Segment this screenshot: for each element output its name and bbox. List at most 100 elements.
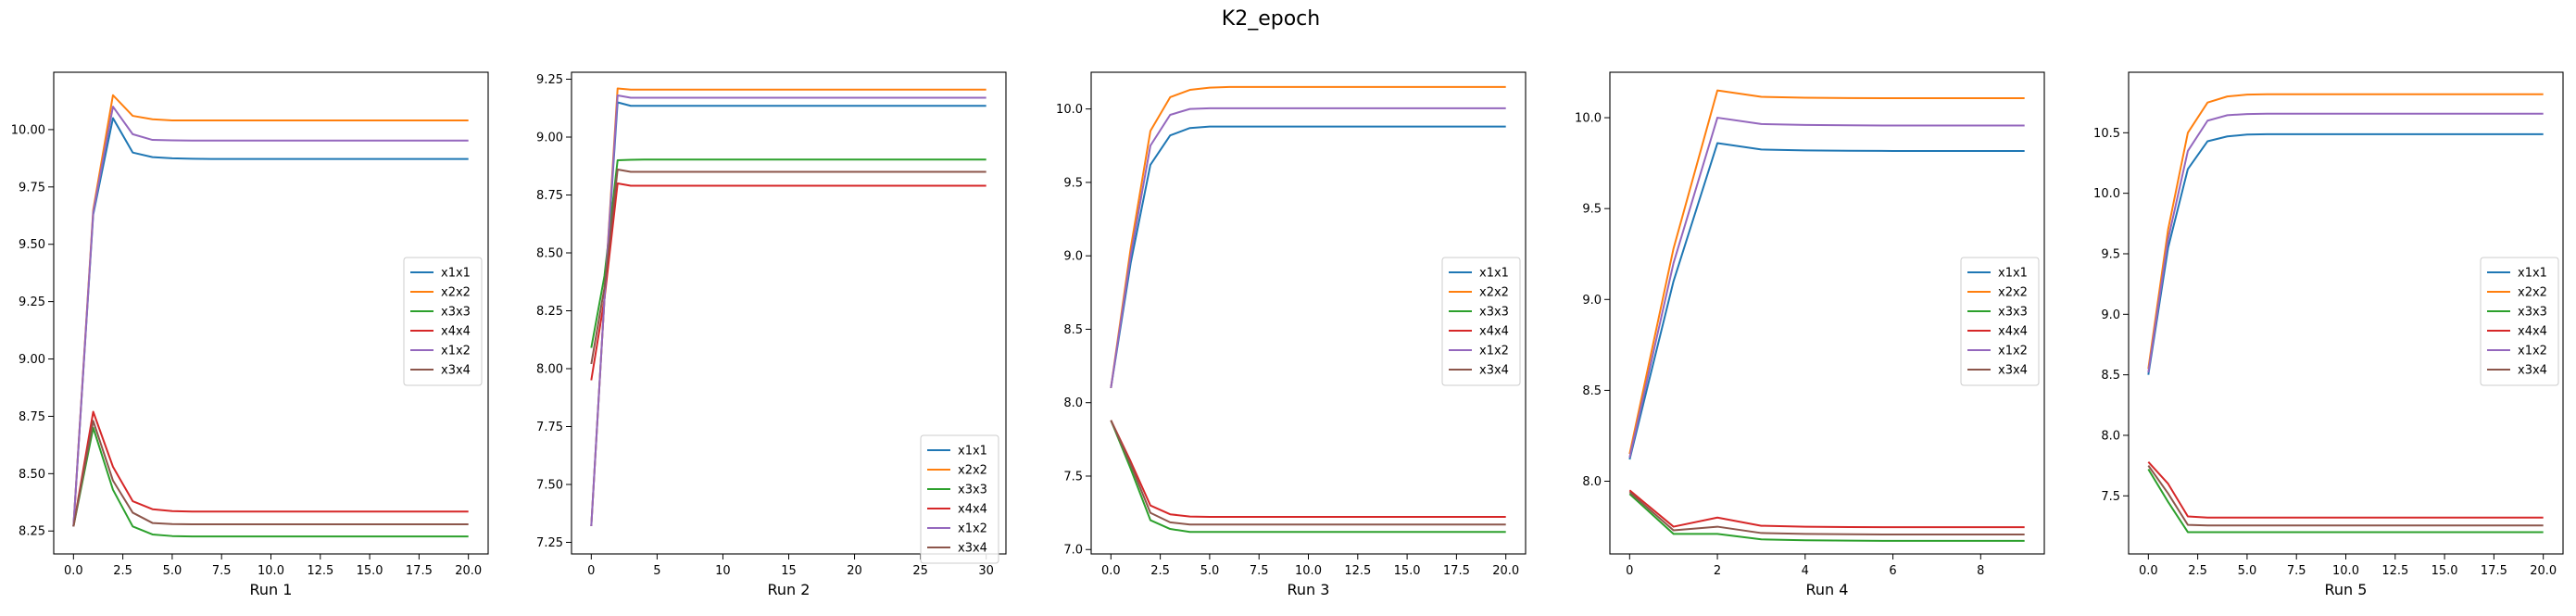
- y-tick-label: 8.50: [19, 468, 45, 482]
- x-tick-label: 12.5: [307, 564, 333, 578]
- y-tick-label: 9.50: [19, 238, 45, 252]
- legend-label-x3x4: x3x4: [441, 364, 471, 378]
- legend: x1x1 x2x2 x3x3 x4x4 x1x2 x3x4: [403, 257, 483, 386]
- x-axis-label: Run 5: [2325, 581, 2368, 598]
- x-tick-label: 7.5: [2287, 564, 2306, 578]
- x-tick-label: 20: [847, 564, 862, 578]
- legend-label-x1x1: x1x1: [1479, 267, 1509, 281]
- x-tick-label: 7.5: [212, 564, 232, 578]
- y-tick-label: 8.5: [1063, 323, 1083, 337]
- x-axis-label: Run 4: [1806, 581, 1849, 598]
- x-tick-label: 0: [1626, 564, 1633, 578]
- x-tick-label: 10.0: [258, 564, 284, 578]
- y-tick-label: 9.0: [1063, 250, 1083, 264]
- y-tick-label: 9.25: [19, 295, 45, 309]
- y-tick-label: 8.25: [536, 305, 563, 319]
- legend-label-x2x2: x2x2: [958, 464, 987, 478]
- legend-label-x3x3: x3x3: [958, 484, 987, 497]
- legend: x1x1 x2x2 x3x3 x4x4 x1x2 x3x4: [2480, 257, 2559, 386]
- y-tick-label: 8.75: [536, 189, 563, 203]
- x-tick-label: 2.5: [1150, 564, 1170, 578]
- chart-panel-2: 0 5 10 15 20 25 30 7.25 7.50 7.75 8.00 8.25 8.50 8.75…: [536, 71, 1007, 598]
- legend-label-x1x1: x1x1: [441, 267, 471, 281]
- x-tick-label: 7.5: [1250, 564, 1269, 578]
- x-tick-label: 15.0: [357, 564, 383, 578]
- series-line-x2x2: [72, 94, 469, 527]
- legend-label-x4x4: x4x4: [1479, 325, 1509, 339]
- legend-label-x2x2: x2x2: [1479, 286, 1509, 300]
- legend-label-x4x4: x4x4: [1998, 325, 2028, 339]
- x-axis-label: Run 2: [768, 581, 810, 598]
- chart-panel-1: 0.0 2.5 5.0 7.5 10.0 12.5 15.0 17.5 20.0 8.25 8.50…: [11, 71, 489, 598]
- y-tick-label: 9.00: [19, 353, 45, 367]
- series-line-x1x2: [72, 106, 469, 527]
- series-line-x1x2: [1110, 107, 1506, 388]
- y-tick-label: 8.0: [1582, 475, 1602, 489]
- series-line-x1x1: [72, 117, 469, 527]
- legend-label-x4x4: x4x4: [2518, 325, 2547, 339]
- legend-label-x1x2: x1x2: [1998, 345, 2028, 358]
- y-tick-label: 9.0: [2101, 308, 2120, 322]
- series-line-x3x3: [1628, 493, 2025, 542]
- x-tick-label: 25: [912, 564, 928, 578]
- legend-box: [2480, 257, 2559, 386]
- legend-label-x3x3: x3x3: [441, 306, 471, 320]
- x-tick-label: 12.5: [1344, 564, 1371, 578]
- chart-panel-5: 0.0 2.5 5.0 7.5 10.0 12.5 15.0 17.5 20.0 7.5 8.0 8.…: [2093, 71, 2564, 598]
- x-axis-label: Run 1: [250, 581, 293, 598]
- series-line-x3x4: [2147, 465, 2544, 527]
- y-tick-label: 9.5: [1063, 176, 1083, 190]
- legend-label-x1x2: x1x2: [1479, 345, 1509, 358]
- legend-label-x4x4: x4x4: [441, 325, 471, 339]
- series-line-x2x2: [1110, 85, 1506, 388]
- series-line-x3x4: [1628, 491, 2025, 535]
- x-tick-label: 5: [653, 564, 660, 578]
- legend-label-x1x2: x1x2: [958, 522, 987, 536]
- y-tick-label: 9.5: [1582, 203, 1602, 217]
- x-tick-label: 0: [587, 564, 595, 578]
- y-tick-label: 7.5: [2101, 490, 2120, 504]
- x-tick-label: 2.5: [2188, 564, 2207, 578]
- series-line-x1x2: [590, 94, 986, 527]
- y-tick-label: 8.75: [19, 410, 45, 424]
- y-tick-label: 10.00: [11, 123, 45, 137]
- x-tick-label: 0.0: [2139, 564, 2158, 578]
- y-tick-label: 7.75: [536, 421, 563, 434]
- y-tick-label: 7.50: [536, 479, 563, 493]
- series-line-x1x1: [590, 101, 986, 527]
- x-tick-label: 4: [1802, 564, 1809, 578]
- series-line-x4x4: [1628, 489, 2025, 529]
- series-line-x2x2: [2147, 93, 2544, 370]
- legend-label-x3x3: x3x3: [1998, 306, 2028, 320]
- x-tick-label: 6: [1889, 564, 1896, 578]
- series-line-x2x2: [590, 87, 986, 527]
- x-tick-label: 17.5: [1443, 564, 1470, 578]
- y-tick-label: 9.75: [19, 181, 45, 195]
- legend-box: [920, 434, 999, 564]
- x-tick-label: 8: [1977, 564, 1984, 578]
- series-line-x1x2: [1628, 117, 2025, 459]
- y-tick-label: 7.0: [1063, 544, 1083, 558]
- x-tick-label: 20.0: [2530, 564, 2557, 578]
- x-tick-label: 5.0: [2238, 564, 2257, 578]
- x-tick-label: 20.0: [455, 564, 482, 578]
- series-line-x1x2: [2147, 112, 2544, 373]
- legend-label-x3x3: x3x3: [2518, 306, 2547, 320]
- legend-label-x3x4: x3x4: [958, 542, 987, 556]
- y-tick-label: 10.0: [2093, 187, 2120, 201]
- series-line-x3x3: [72, 426, 469, 538]
- x-tick-label: 0.0: [64, 564, 83, 578]
- legend-label-x3x3: x3x3: [1479, 306, 1509, 320]
- series-line-x1x1: [2147, 132, 2544, 375]
- series-line-x3x4: [590, 169, 986, 365]
- x-tick-label: 17.5: [2481, 564, 2507, 578]
- series-line-x4x4: [2147, 461, 2544, 519]
- x-tick-label: 0.0: [1101, 564, 1121, 578]
- legend-box: [403, 257, 483, 386]
- y-tick-label: 7.25: [536, 536, 563, 550]
- x-tick-label: 30: [978, 564, 994, 578]
- legend: x1x1 x2x2 x3x3 x4x4 x1x2 x3x4: [1441, 257, 1521, 386]
- legend-label-x1x1: x1x1: [958, 445, 987, 459]
- x-tick-label: 15.0: [1394, 564, 1421, 578]
- y-tick-label: 10.0: [1056, 103, 1083, 117]
